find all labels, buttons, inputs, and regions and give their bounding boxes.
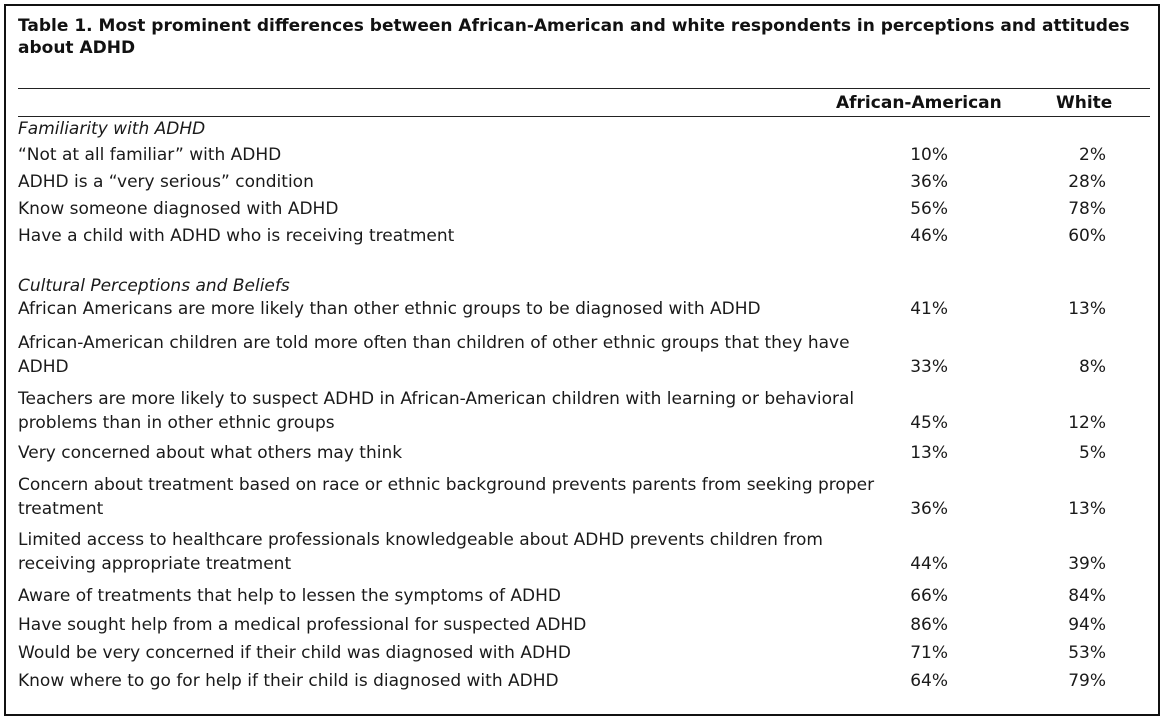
row-label: Concern about treatment based on race or… xyxy=(18,475,875,519)
section-heading: Cultural Perceptions and Beliefs xyxy=(18,276,290,296)
african-american-value: 41% xyxy=(910,299,948,319)
row-label: African Americans are more likely than o… xyxy=(18,299,761,319)
african-american-value: 46% xyxy=(910,226,948,246)
title-rule xyxy=(18,88,1150,89)
white-value: 8% xyxy=(1079,357,1106,377)
african-american-value: 13% xyxy=(910,443,948,463)
white-value: 78% xyxy=(1068,199,1106,219)
white-value: 13% xyxy=(1068,499,1106,519)
african-american-value: 64% xyxy=(910,671,948,691)
row-label: Limited access to healthcare professiona… xyxy=(18,530,823,574)
african-american-value: 66% xyxy=(910,586,948,606)
african-american-value: 36% xyxy=(910,172,948,192)
white-value: 60% xyxy=(1068,226,1106,246)
row-label: “Not at all familiar” with ADHD xyxy=(18,145,282,165)
african-american-value: 10% xyxy=(910,145,948,165)
row-label: Would be very concerned if their child w… xyxy=(18,643,571,663)
white-value: 84% xyxy=(1068,586,1106,606)
section-heading: Familiarity with ADHD xyxy=(18,119,206,139)
african-american-value: 33% xyxy=(910,357,948,377)
column-header-white: White xyxy=(1056,93,1113,113)
row-label: Have a child with ADHD who is receiving … xyxy=(18,226,455,246)
table-frame: Table 1. Most prominent differences betw… xyxy=(4,4,1160,716)
row-label: African-American children are told more … xyxy=(18,333,850,377)
white-value: 28% xyxy=(1068,172,1106,192)
white-value: 53% xyxy=(1068,643,1106,663)
row-label: Have sought help from a medical professi… xyxy=(18,615,587,635)
african-american-value: 56% xyxy=(910,199,948,219)
white-value: 79% xyxy=(1068,671,1106,691)
african-american-value: 44% xyxy=(910,554,948,574)
african-american-value: 45% xyxy=(910,413,948,433)
row-label: Know someone diagnosed with ADHD xyxy=(18,199,339,219)
header-rule xyxy=(18,116,1150,117)
white-value: 2% xyxy=(1079,145,1106,165)
row-label: Teachers are more likely to suspect ADHD… xyxy=(18,389,855,433)
row-label: Know where to go for help if their child… xyxy=(18,671,559,691)
white-value: 94% xyxy=(1068,615,1106,635)
white-value: 5% xyxy=(1079,443,1106,463)
column-header-african-american: African-American xyxy=(836,93,1002,113)
white-value: 13% xyxy=(1068,299,1106,319)
african-american-value: 36% xyxy=(910,499,948,519)
row-label: ADHD is a “very serious” condition xyxy=(18,172,314,192)
african-american-value: 71% xyxy=(910,643,948,663)
white-value: 39% xyxy=(1068,554,1106,574)
table-title: Table 1. Most prominent differences betw… xyxy=(18,16,1130,58)
row-label: Aware of treatments that help to lessen … xyxy=(18,586,561,606)
row-label: Very concerned about what others may thi… xyxy=(18,443,403,463)
white-value: 12% xyxy=(1068,413,1106,433)
african-american-value: 86% xyxy=(910,615,948,635)
